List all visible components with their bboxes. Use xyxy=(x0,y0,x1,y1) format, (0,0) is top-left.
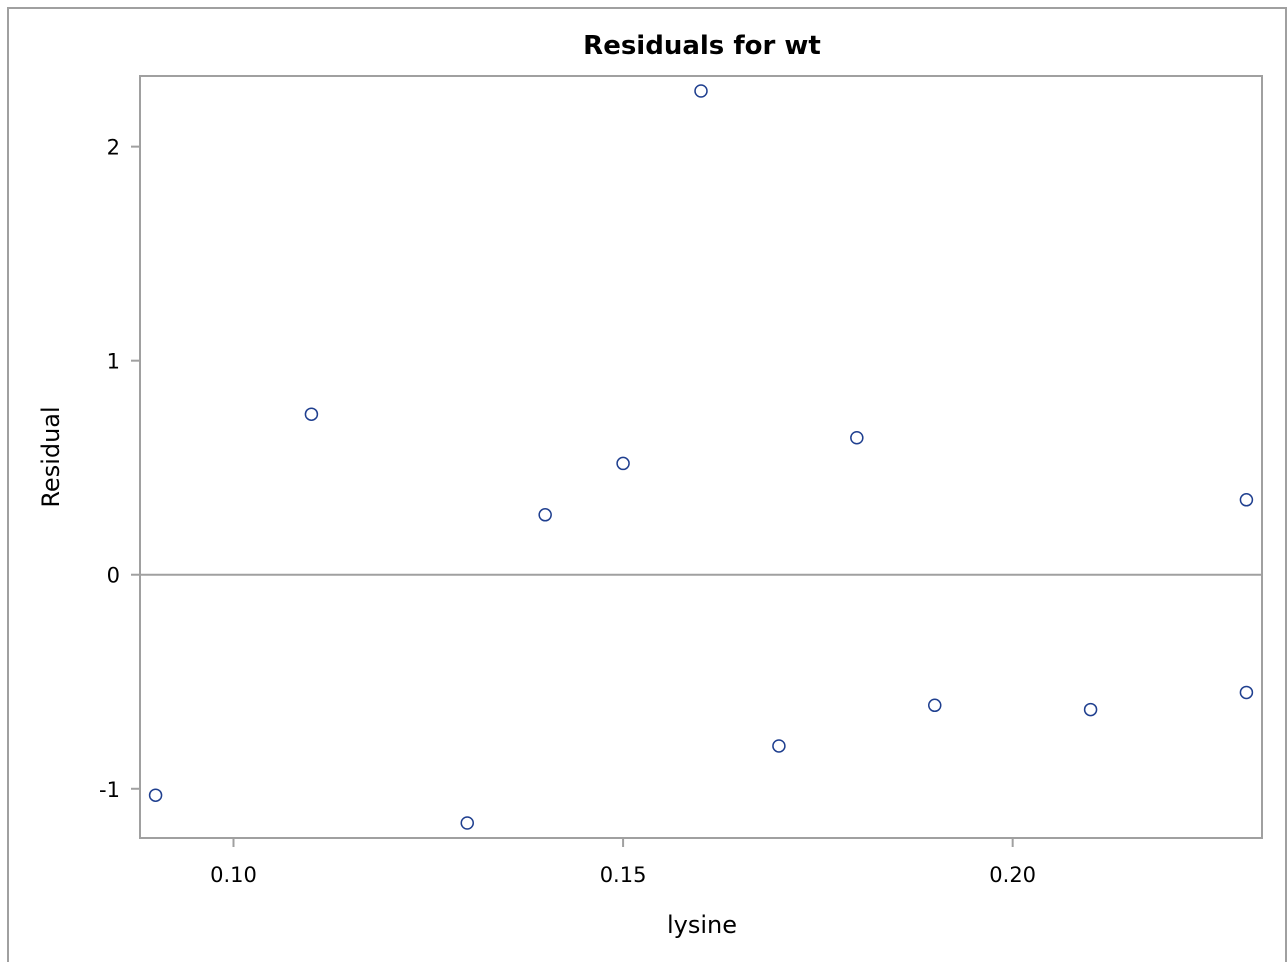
x-axis-label: lysine xyxy=(667,911,737,939)
data-point xyxy=(1083,702,1098,717)
data-point xyxy=(694,84,708,98)
y-tick-label: 2 xyxy=(107,136,120,160)
data-point xyxy=(850,430,864,445)
data-point xyxy=(148,788,163,802)
chart-frame xyxy=(7,7,1287,962)
data-point xyxy=(538,508,552,522)
y-axis: -1 0 1 2 xyxy=(99,136,140,802)
y-tick-label: 1 xyxy=(107,350,120,374)
x-tick-label: 0.10 xyxy=(210,863,257,887)
data-point xyxy=(616,456,630,471)
data-points xyxy=(148,84,1254,830)
data-point xyxy=(928,698,942,713)
data-point xyxy=(304,407,319,421)
data-point xyxy=(1239,493,1254,507)
data-point xyxy=(1239,685,1254,700)
y-tick-label: -1 xyxy=(99,778,120,802)
data-point xyxy=(460,816,474,830)
x-tick-label: 0.15 xyxy=(600,863,647,887)
plot-area xyxy=(139,75,1263,839)
data-point xyxy=(772,739,786,753)
x-tick-label: 0.20 xyxy=(989,863,1036,887)
y-axis-label: Residual xyxy=(37,406,65,507)
chart-title: Residuals for wt xyxy=(583,31,821,61)
y-tick-label: 0 xyxy=(107,564,120,588)
x-axis: 0.10 0.15 0.20 xyxy=(210,838,1036,887)
